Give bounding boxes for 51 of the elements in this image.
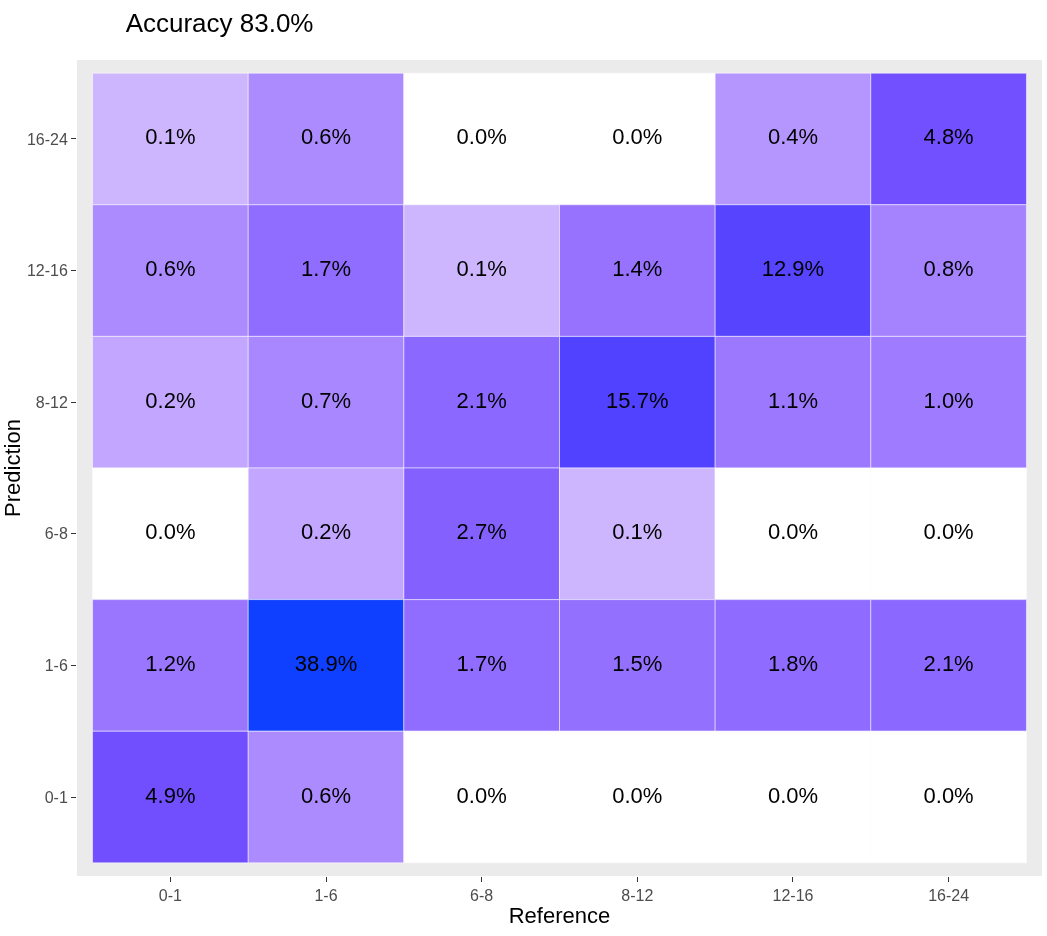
data-label: 0.8%	[923, 256, 974, 282]
data-label: 1.1%	[767, 387, 819, 413]
data-label: 0.6%	[300, 782, 352, 808]
data-label: 0.7%	[300, 387, 352, 413]
data-label: 0.0%	[767, 782, 819, 808]
y-tick-label: 0-1	[44, 788, 68, 806]
data-label: 0.4%	[767, 124, 819, 150]
data-label: 0.0%	[923, 782, 974, 808]
data-label: 0.1%	[456, 256, 507, 282]
data-label: 0.2%	[145, 387, 196, 413]
data-label: 0.2%	[300, 519, 352, 545]
y-tick-label: 6-8	[44, 525, 68, 543]
data-label: 1.2%	[145, 650, 196, 676]
data-label: 38.9%	[294, 650, 358, 676]
x-tick-label: 8-12	[621, 887, 654, 905]
data-label: 2.7%	[456, 519, 507, 545]
x-tick-label: 0-1	[158, 887, 183, 905]
y-tick-label: 16-24	[26, 130, 68, 148]
data-label: 0.6%	[300, 124, 352, 150]
data-label: 0.1%	[145, 124, 196, 150]
data-label: 4.8%	[923, 124, 974, 150]
chart-title: Accuracy 83.0%	[125, 8, 314, 39]
y-axis-title: Prediction	[0, 419, 25, 517]
data-label: 0.0%	[612, 124, 663, 150]
x-tick-label: 12-16	[772, 887, 814, 905]
x-axis-title: Reference	[508, 903, 611, 929]
data-label: 2.1%	[456, 387, 507, 413]
y-tick-label: 1-6	[44, 657, 68, 675]
y-tick-label: 8-12	[35, 393, 68, 411]
x-tick-label: 16-24	[928, 887, 970, 905]
data-label: 2.1%	[923, 650, 974, 676]
data-label: 0.0%	[145, 519, 196, 545]
data-label: 0.0%	[612, 782, 663, 808]
data-label: 4.9%	[145, 782, 196, 808]
x-tick-label: 6-8	[470, 887, 494, 905]
data-label: 1.4%	[612, 256, 663, 282]
data-label: 1.7%	[300, 256, 352, 282]
data-label: 12.9%	[761, 256, 825, 282]
x-tick-label: 1-6	[314, 887, 338, 905]
data-label: 0.0%	[456, 782, 507, 808]
data-label: 0.1%	[612, 519, 663, 545]
data-label: 1.8%	[767, 650, 819, 676]
data-label: 15.7%	[606, 387, 669, 413]
data-label: 1.5%	[612, 650, 663, 676]
data-label: 0.0%	[767, 519, 819, 545]
data-label: 0.0%	[456, 124, 507, 150]
data-label: 0.0%	[923, 519, 974, 545]
y-tick-label: 12-16	[26, 262, 68, 280]
data-label: 1.0%	[923, 387, 974, 413]
data-label: 0.6%	[145, 256, 196, 282]
data-label: 1.7%	[456, 650, 507, 676]
